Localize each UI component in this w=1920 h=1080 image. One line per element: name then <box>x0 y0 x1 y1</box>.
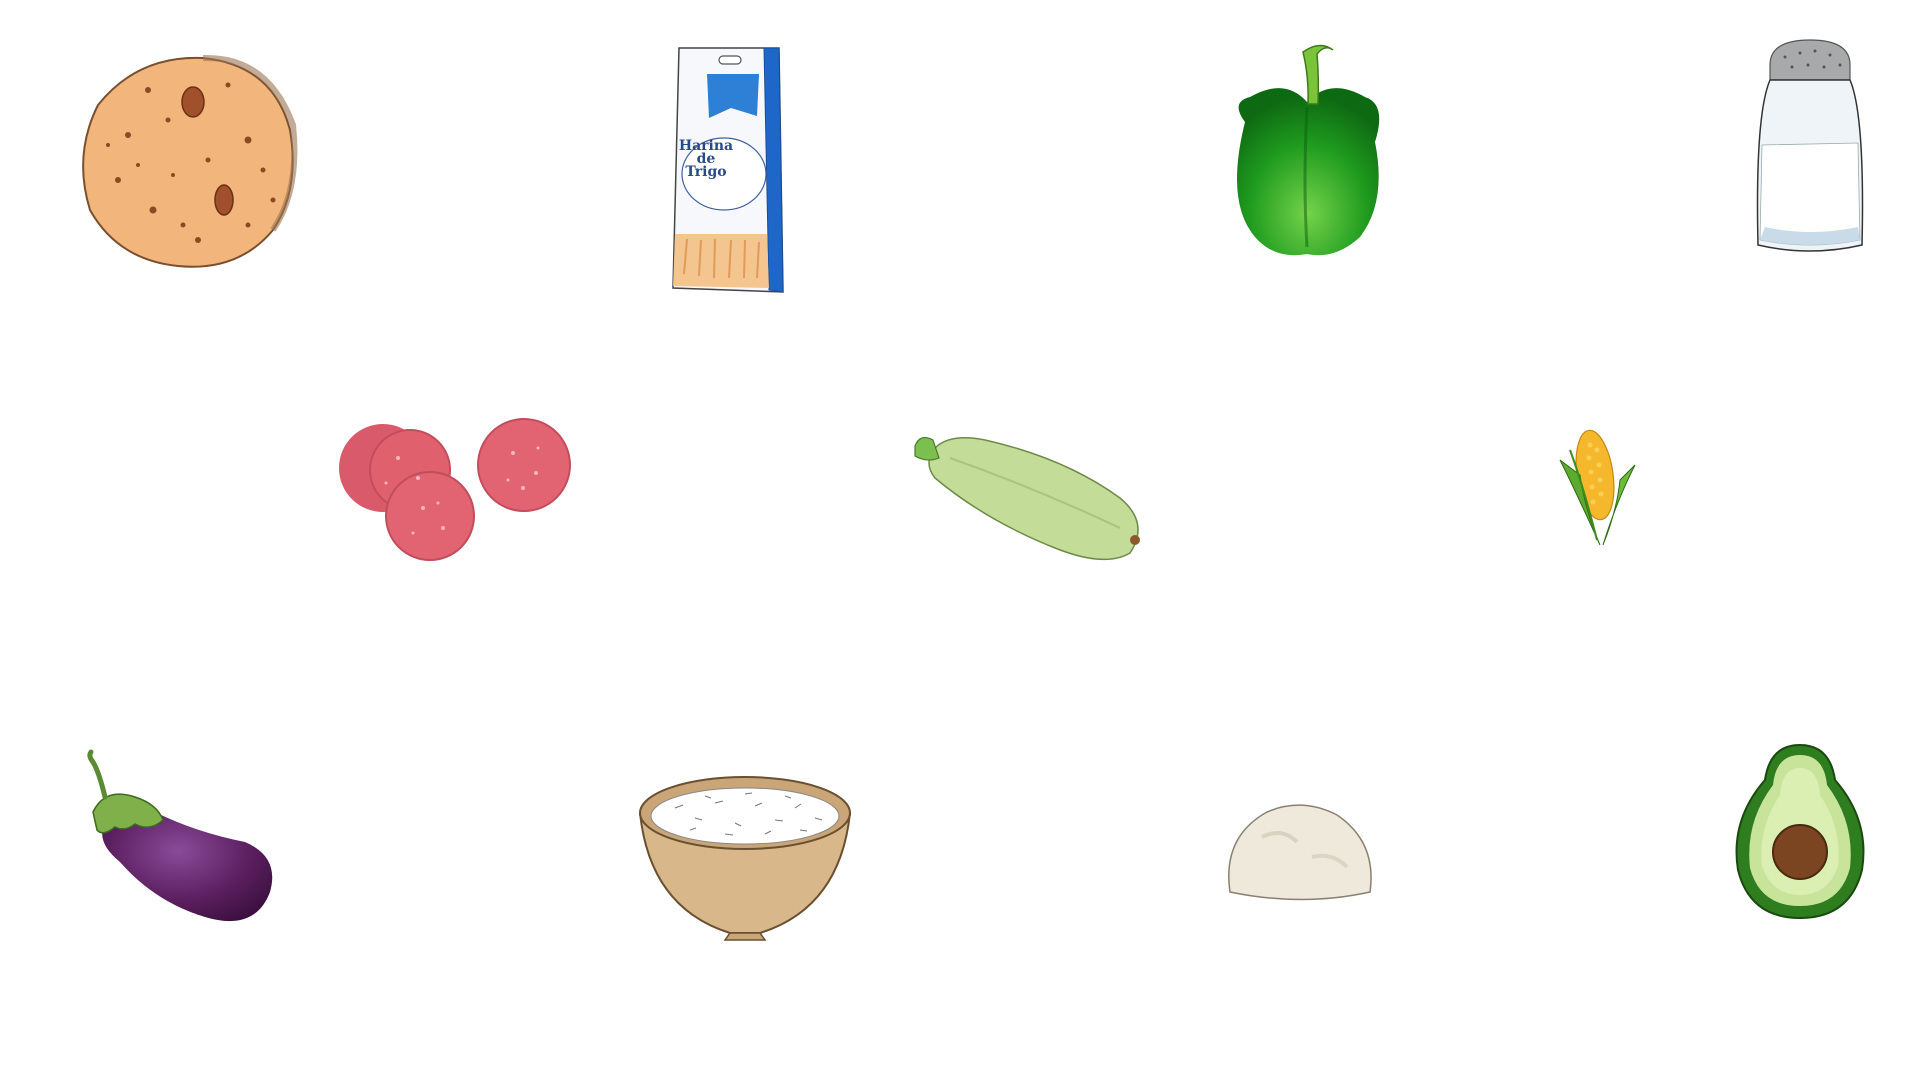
eggplant-icon <box>87 749 273 922</box>
green-pepper-item[interactable] <box>1225 32 1390 262</box>
pepper-icon <box>1237 44 1380 256</box>
flour-label-line-1: Harina <box>678 138 734 154</box>
avocado-icon <box>1735 743 1865 920</box>
eggplant-item[interactable] <box>85 749 285 932</box>
rice-bowl-icon <box>638 776 852 941</box>
flour-bag-icon <box>672 47 784 293</box>
arepa-icon <box>82 54 298 268</box>
salt-shaker-item[interactable] <box>1750 35 1870 260</box>
flour-bag-item[interactable]: Harina de Trigo <box>669 44 793 300</box>
dough-item[interactable] <box>1222 797 1377 907</box>
flour-bag-label: Harina de Trigo <box>674 138 738 180</box>
corn-item[interactable] <box>1555 420 1640 550</box>
flour-label-line-3: Trigo <box>685 164 727 180</box>
corn-icon <box>1559 429 1636 546</box>
arepa-item[interactable] <box>78 50 298 274</box>
dough-ball-icon <box>1228 804 1372 901</box>
salami-item[interactable] <box>338 418 573 563</box>
zucchini-item[interactable] <box>905 428 1150 568</box>
flour-label-line-2: de <box>696 151 716 167</box>
salami-icon <box>339 418 571 561</box>
salt-shaker-icon <box>1756 39 1864 252</box>
zucchini-icon <box>914 436 1140 561</box>
rice-bowl-item[interactable] <box>635 768 855 943</box>
avocado-item[interactable] <box>1730 740 1870 920</box>
